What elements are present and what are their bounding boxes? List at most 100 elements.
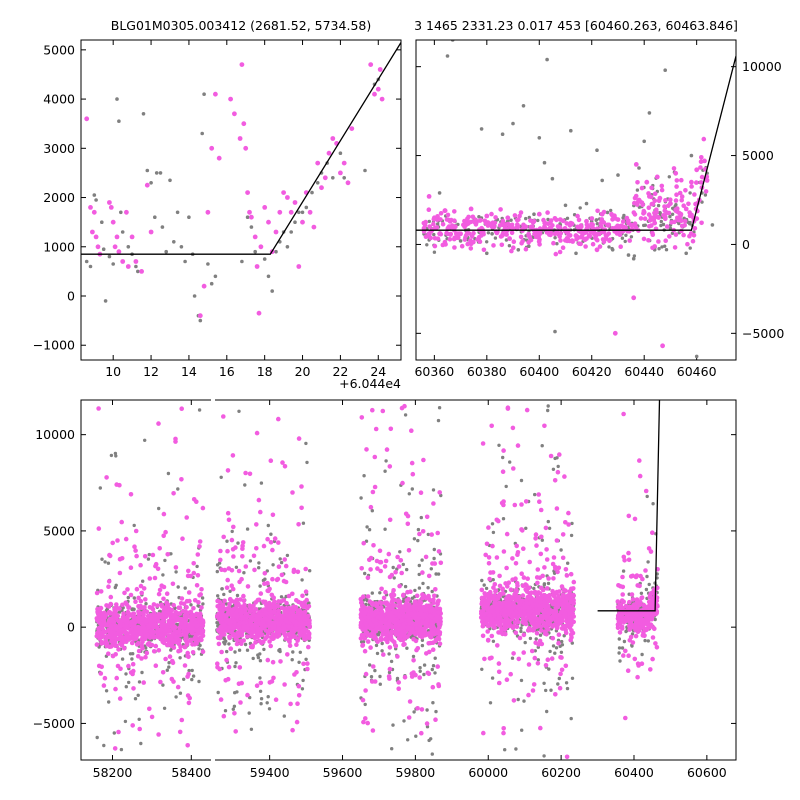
grey-point (127, 680, 131, 685)
grey-point (626, 253, 631, 257)
grey-point (480, 667, 484, 671)
grey-point (216, 690, 220, 695)
magenta-point (184, 639, 190, 645)
grey-point (410, 487, 414, 491)
magenta-point (613, 216, 618, 221)
grey-point (433, 656, 437, 660)
grey-point (367, 528, 372, 532)
magenta-point (646, 238, 651, 243)
magenta-point (120, 639, 126, 645)
grey-point (540, 444, 544, 448)
grey-point (95, 735, 99, 740)
magenta-point (221, 414, 226, 419)
grey-point (412, 537, 417, 541)
grey-point (548, 649, 552, 654)
grey-point (242, 571, 246, 575)
magenta-point (473, 217, 478, 223)
magenta-point (698, 159, 704, 164)
magenta-point (219, 649, 224, 655)
magenta-point (108, 594, 114, 600)
magenta-point (170, 658, 175, 664)
magenta-point (94, 590, 100, 596)
grey-point (390, 747, 394, 751)
grey-point (420, 643, 425, 648)
grey-point (101, 247, 106, 251)
magenta-point (338, 170, 343, 176)
magenta-point (148, 619, 153, 624)
grey-point (237, 648, 242, 652)
magenta-point (682, 218, 688, 224)
magenta-point (191, 606, 196, 611)
magenta-point (109, 644, 114, 649)
magenta-point (272, 536, 278, 541)
magenta-point (599, 217, 605, 222)
grey-point (245, 215, 250, 219)
magenta-point (119, 628, 125, 633)
magenta-point (200, 505, 206, 511)
magenta-point (171, 602, 176, 608)
grey-point (141, 112, 146, 116)
magenta-point (189, 618, 194, 624)
magenta-point (96, 526, 102, 531)
magenta-point (521, 223, 527, 229)
grey-point (639, 591, 644, 595)
magenta-point (118, 666, 123, 672)
magenta-point (641, 236, 647, 242)
magenta-point (686, 201, 691, 207)
magenta-point (311, 224, 317, 230)
magenta-point (133, 599, 138, 604)
grey-point (542, 160, 547, 165)
grey-point (542, 754, 546, 758)
grey-point (497, 443, 501, 447)
grey-point (407, 492, 411, 496)
magenta-point (479, 225, 484, 231)
magenta-point (158, 627, 164, 632)
magenta-point (216, 155, 222, 161)
grey-point (485, 240, 489, 244)
y-tick-label: 3000 (43, 141, 75, 156)
magenta-point (237, 665, 243, 670)
magenta-point (194, 583, 200, 588)
magenta-point (481, 229, 486, 235)
grey-point (278, 647, 282, 652)
magenta-point (659, 183, 665, 189)
grey-point (425, 243, 429, 247)
magenta-point (195, 552, 201, 557)
magenta-point (147, 605, 153, 610)
magenta-point (139, 590, 144, 596)
magenta-point (639, 185, 645, 191)
magenta-point (215, 661, 220, 666)
y-tick-label: 0 (742, 237, 750, 252)
magenta-point (685, 241, 690, 247)
grey-point (546, 217, 550, 222)
magenta-point (165, 552, 170, 557)
magenta-point (218, 624, 223, 630)
magenta-point (243, 564, 249, 569)
grey-point (522, 699, 526, 703)
magenta-point (699, 155, 704, 160)
magenta-point (247, 471, 253, 477)
magenta-point (178, 644, 183, 650)
grey-point (516, 697, 520, 702)
magenta-point (698, 180, 704, 185)
magenta-point (197, 593, 202, 598)
magenta-point (110, 219, 116, 225)
grey-point (554, 646, 559, 650)
magenta-point (452, 245, 457, 250)
grey-point (458, 239, 463, 243)
grey-point (703, 193, 708, 197)
grey-point (161, 573, 165, 577)
grey-point (534, 637, 538, 641)
grey-point (559, 548, 563, 552)
grey-point (403, 584, 408, 589)
magenta-point (142, 554, 148, 559)
grey-point (282, 714, 286, 718)
magenta-point (679, 223, 685, 229)
grey-point (545, 709, 549, 714)
grey-point (479, 127, 484, 131)
magenta-point (216, 641, 222, 647)
grey-point (519, 626, 523, 630)
grey-point (140, 670, 144, 675)
magenta-point (241, 593, 246, 599)
